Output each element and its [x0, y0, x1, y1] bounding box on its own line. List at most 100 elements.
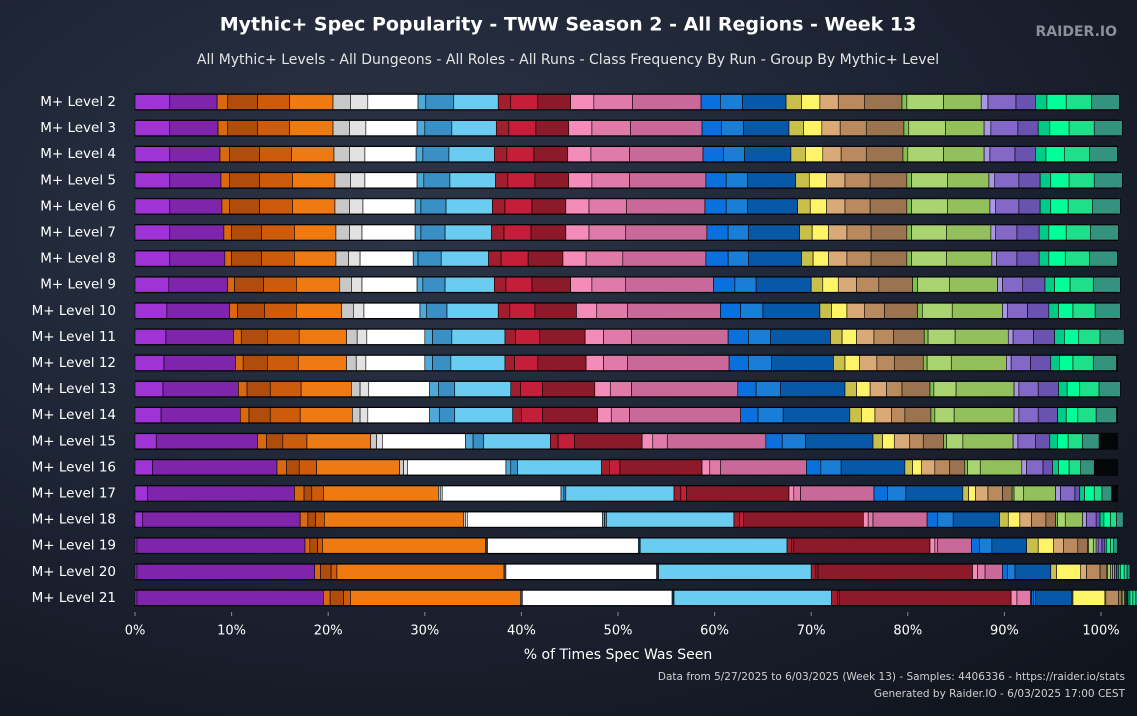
bar-segment — [1018, 407, 1039, 424]
bar-segment — [975, 485, 989, 502]
bar-segment — [336, 563, 505, 580]
bar-segment — [953, 407, 1015, 424]
bar-segment — [570, 276, 593, 293]
bar-segment — [979, 459, 1023, 476]
bar-segment — [320, 563, 332, 580]
bar-segment — [364, 146, 417, 162]
bar-segment — [720, 94, 743, 110]
bar-segment — [908, 120, 946, 136]
bar-segment — [289, 94, 334, 110]
bar-segment — [550, 433, 559, 450]
bar-segment — [926, 511, 939, 528]
bar-segment — [911, 250, 947, 267]
bar-segment — [562, 250, 587, 267]
bar-segment — [933, 381, 957, 397]
bar-segment — [522, 590, 673, 606]
bar-segment — [747, 172, 797, 189]
bar-segment — [221, 198, 230, 215]
bar-segment — [297, 355, 347, 371]
bar-segment — [906, 172, 912, 189]
bar-segment — [839, 120, 867, 136]
bar-segment — [1014, 563, 1052, 580]
bar-segment — [1093, 485, 1103, 502]
bar-segment — [1099, 563, 1108, 580]
bar-segment — [946, 433, 964, 450]
bar-segment — [162, 381, 239, 397]
bar-segment — [1110, 537, 1114, 554]
bar-segment — [1078, 329, 1101, 345]
bar-segment — [1048, 224, 1067, 241]
bar-segment — [367, 407, 430, 424]
bar-segment — [799, 224, 813, 241]
bar-segment — [1023, 485, 1056, 502]
bar-segment — [706, 224, 729, 241]
bar-segment — [830, 329, 843, 345]
bar-segment — [740, 407, 759, 424]
bar-segment — [169, 224, 225, 241]
bar-segment — [298, 459, 317, 476]
bar-segment — [1123, 563, 1128, 580]
bar-segment — [946, 250, 993, 267]
bar-segment — [1026, 537, 1039, 554]
bar-segment — [504, 355, 515, 371]
bar-segment — [257, 433, 267, 450]
bar-segment — [856, 381, 871, 397]
bar-segment — [725, 172, 748, 189]
bar-segment — [921, 459, 936, 476]
bar-segment — [567, 146, 592, 162]
bar-segment — [828, 250, 848, 267]
bar-segment — [454, 381, 512, 397]
bar-segment — [971, 537, 980, 554]
bar-segment — [596, 302, 628, 319]
bar-segment — [1033, 329, 1055, 345]
bar-segment — [500, 250, 529, 267]
bar-segment — [720, 459, 807, 476]
bar-segment — [819, 94, 839, 110]
bar-segment — [537, 355, 587, 371]
bar-segment — [1093, 172, 1123, 189]
bar-segment — [531, 276, 571, 293]
chart-subtitle: All Mythic+ Levels - All Dungeons - All … — [197, 52, 939, 68]
bar-segment — [1072, 590, 1106, 606]
bar-segment — [1098, 381, 1121, 397]
bar-segment — [216, 94, 229, 110]
bar-segment — [909, 433, 924, 450]
bar-segment — [625, 276, 714, 293]
bar-segment — [134, 355, 165, 371]
bar-segment — [314, 563, 321, 580]
bar-segment — [720, 302, 741, 319]
bar-segment — [335, 224, 350, 241]
bar-segment — [725, 198, 748, 215]
bar-segment — [488, 250, 502, 267]
bar-segment — [1089, 146, 1118, 162]
bar-segment — [229, 172, 260, 189]
bar-segment — [748, 250, 802, 267]
bar-segment — [631, 381, 739, 397]
bar-segment — [259, 146, 292, 162]
bar-segment — [570, 94, 595, 110]
bar-segment — [831, 302, 848, 319]
bar-segment — [803, 120, 823, 136]
bar-segment — [267, 355, 299, 371]
bar-segment — [134, 172, 171, 189]
bar-segment — [223, 224, 232, 241]
footer-note: Generated by Raider.IO - 6/03/2025 17:00… — [874, 688, 1126, 700]
bar-segment — [1035, 433, 1051, 450]
bar-segment — [846, 224, 872, 241]
bar-segment — [1057, 407, 1067, 424]
bar-segment — [350, 590, 521, 606]
bar-segment — [1116, 511, 1124, 528]
bar-segment — [403, 459, 408, 476]
bar-segment — [810, 276, 824, 293]
bar-segment — [1002, 302, 1008, 319]
bar-segment — [906, 224, 912, 241]
bar-segment — [625, 224, 708, 241]
bar-segment — [1048, 250, 1066, 267]
x-tick-label: 20% — [314, 624, 343, 639]
bar-segment — [1110, 511, 1117, 528]
y-tick-label: M+ Level 6 — [40, 198, 116, 214]
bar-segment — [560, 485, 565, 502]
bar-segment — [530, 224, 567, 241]
bar-segment — [1010, 355, 1031, 371]
bar-segment — [1049, 433, 1058, 450]
